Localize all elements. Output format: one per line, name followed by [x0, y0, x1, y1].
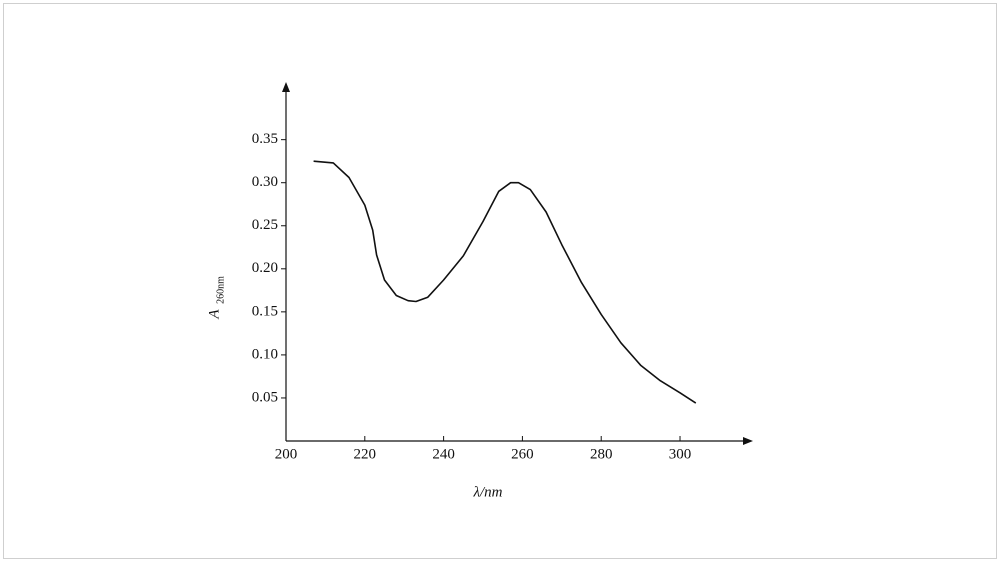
y-tick-label: 0.05: [252, 389, 278, 405]
x-axis-arrow: [743, 437, 753, 445]
x-tick-label: 220: [354, 446, 377, 462]
x-axis-label: λ/nm: [473, 484, 503, 500]
y-axis-label-group: A 260nm: [206, 276, 226, 320]
y-tick-label: 0.35: [252, 131, 278, 147]
y-axis-arrow: [282, 82, 290, 92]
x-tick-label: 200: [275, 446, 298, 462]
line: [313, 160, 697, 404]
y-tick-label: 0.30: [252, 174, 278, 190]
y-tick-label: 0.25: [252, 217, 278, 233]
x-tick-label: 260: [511, 446, 534, 462]
y-tick-label: 0.15: [252, 303, 278, 319]
x-tick-label: 240: [432, 446, 455, 462]
x-tick-label: 280: [590, 446, 613, 462]
y-tick-label: 0.20: [252, 260, 278, 276]
y-axis-label-sub: 260nm: [215, 276, 226, 304]
x-tick-label: 300: [669, 446, 692, 462]
y-tick-label: 0.10: [252, 346, 278, 362]
frame: [3, 3, 997, 559]
y-axis-label: A: [206, 309, 222, 320]
